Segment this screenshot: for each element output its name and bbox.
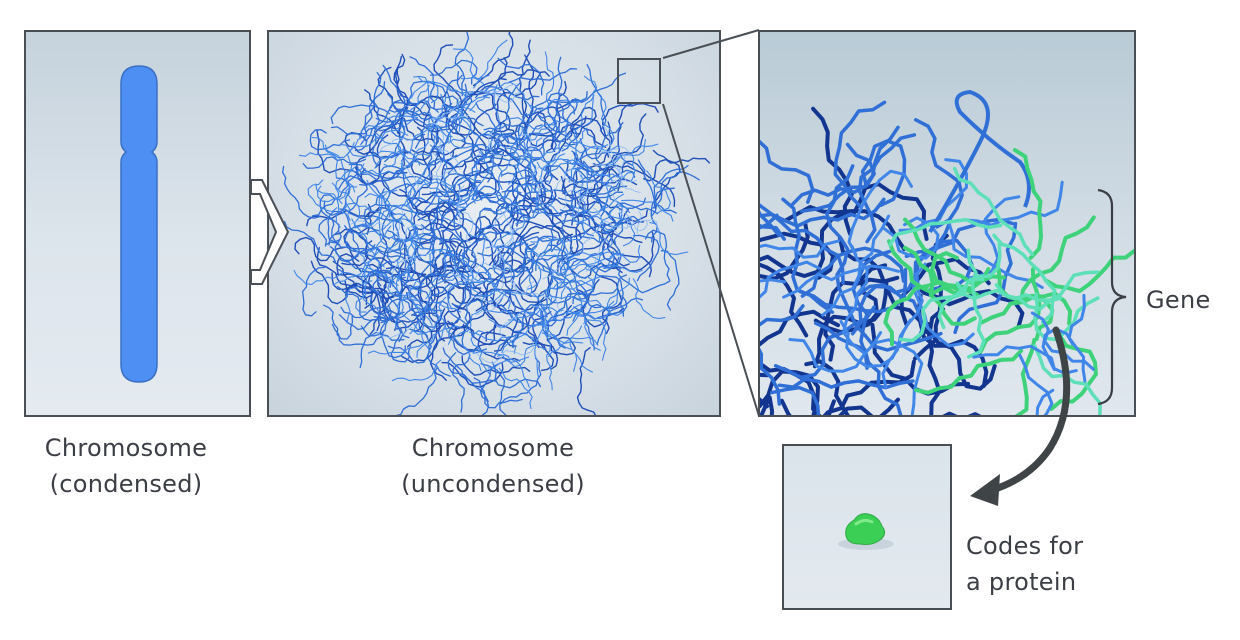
- uncondensed-label-line1: Chromosome: [411, 434, 575, 462]
- chromosome-rod-icon: [120, 65, 158, 383]
- condensed-label-line2: (condensed): [49, 470, 203, 498]
- condensed-label-line1: Chromosome: [44, 434, 208, 462]
- protein-blob-icon: [838, 513, 894, 550]
- condensed-chromosome-label: Chromosome (condensed): [14, 430, 238, 502]
- gene-label-text: Gene: [1146, 286, 1211, 314]
- dna-tangle-icon: [282, 32, 711, 415]
- protein-label-line2: a protein: [966, 568, 1077, 596]
- condensed-chromosome-panel: [24, 30, 251, 417]
- protein-label: Codes for a protein: [966, 528, 1083, 600]
- dna-gene-closeup-icon: [760, 89, 1134, 415]
- protein-label-line1: Codes for: [966, 532, 1084, 560]
- gene-closeup-panel: [758, 30, 1136, 417]
- codes-arrow-head-icon: [970, 474, 1000, 506]
- gene-label: Gene: [1146, 282, 1211, 318]
- uncondensed-label-line2: (uncondensed): [401, 470, 585, 498]
- zoom-box: [617, 58, 661, 104]
- uncondensed-chromosome-panel: [267, 30, 721, 417]
- protein-panel: [782, 444, 952, 610]
- uncondensed-chromosome-label: Chromosome (uncondensed): [368, 430, 618, 502]
